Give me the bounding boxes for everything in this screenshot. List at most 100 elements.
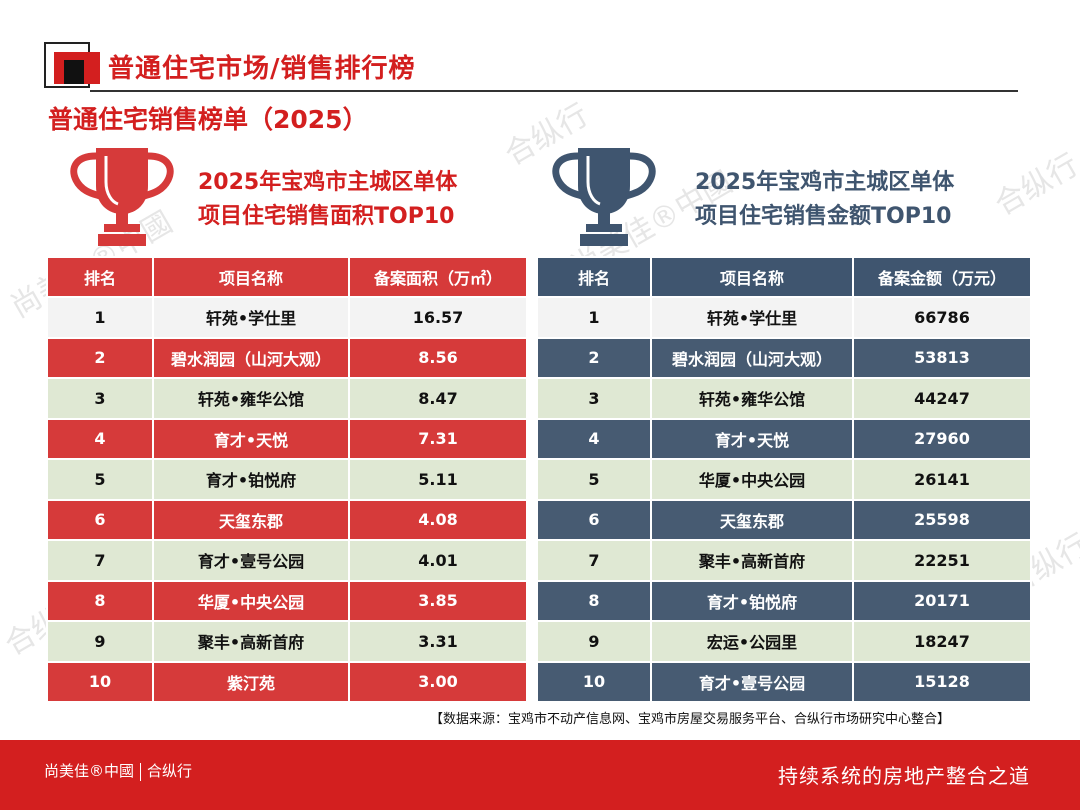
footer-logo-brand: 尚美佳®中國 bbox=[44, 762, 135, 780]
cell-value: 25598 bbox=[852, 498, 1032, 541]
left-panel-title: 2025年宝鸡市主城区单体 项目住宅销售面积TOP10 bbox=[198, 166, 528, 234]
table-row: 1 轩苑•学仕里 16.57 bbox=[46, 296, 528, 339]
cell-rank: 7 bbox=[536, 539, 652, 582]
cell-name: 轩苑•雍华公馆 bbox=[152, 377, 350, 420]
cell-name: 轩苑•学仕里 bbox=[152, 296, 350, 339]
cell-rank: 7 bbox=[46, 539, 154, 582]
cell-rank: 5 bbox=[536, 458, 652, 501]
right-title-line1: 2025年宝鸡市主城区单体 bbox=[695, 170, 955, 195]
table-row: 10 紫汀苑 3.00 bbox=[46, 660, 528, 703]
column-header: 排名 bbox=[536, 256, 652, 298]
cell-rank: 8 bbox=[536, 579, 652, 622]
footer-slogan: 持续系统的房地产整合之道 bbox=[778, 764, 1030, 788]
table-row: 5 育才•铂悦府 5.11 bbox=[46, 458, 528, 501]
footer-logo-divider bbox=[140, 762, 142, 781]
area-ranking-table: 排名 项目名称 备案面积（万㎡） 1 轩苑•学仕里 16.57 2 碧水润园（山河大观）… bbox=[46, 256, 528, 703]
section-title: 普通住宅市场/销售排行榜 bbox=[108, 54, 416, 84]
cell-name: 育才•铂悦府 bbox=[650, 579, 854, 622]
cell-name: 天玺东郡 bbox=[650, 498, 854, 541]
cell-rank: 10 bbox=[536, 660, 652, 703]
table-row: 2 碧水润园（山河大观） 53813 bbox=[536, 336, 1032, 379]
cell-value: 22251 bbox=[852, 539, 1032, 582]
table-row: 2 碧水润园（山河大观） 8.56 bbox=[46, 336, 528, 379]
left-title-line1: 2025年宝鸡市主城区单体 bbox=[198, 170, 458, 195]
cell-rank: 1 bbox=[536, 296, 652, 339]
cell-rank: 10 bbox=[46, 660, 154, 703]
cell-value: 3.85 bbox=[348, 579, 528, 622]
cell-value: 8.56 bbox=[348, 336, 528, 379]
table-row: 8 育才•铂悦府 20171 bbox=[536, 579, 1032, 622]
column-header: 项目名称 bbox=[650, 256, 854, 298]
cell-value: 7.31 bbox=[348, 417, 528, 460]
cell-name: 育才•天悦 bbox=[650, 417, 854, 460]
data-source-note: 【数据来源：宝鸡市不动产信息网、宝鸡市房屋交易服务平台、合纵行市场研究中心整合】 bbox=[430, 712, 951, 727]
table-row: 6 天玺东郡 4.08 bbox=[46, 498, 528, 541]
cell-value: 8.47 bbox=[348, 377, 528, 420]
footer-logo: 尚美佳®中國 合纵行 bbox=[44, 760, 192, 781]
cell-value: 3.31 bbox=[348, 620, 528, 663]
table-row: 7 育才•壹号公园 4.01 bbox=[46, 539, 528, 582]
cell-rank: 4 bbox=[46, 417, 154, 460]
left-title-line2: 项目住宅销售面积TOP10 bbox=[198, 204, 455, 229]
table-row: 4 育才•天悦 7.31 bbox=[46, 417, 528, 460]
cell-name: 育才•壹号公园 bbox=[152, 539, 350, 582]
cell-rank: 6 bbox=[46, 498, 154, 541]
cell-value: 4.01 bbox=[348, 539, 528, 582]
column-header: 备案金额（万元） bbox=[852, 256, 1032, 298]
header-divider bbox=[90, 90, 1018, 92]
footer-bar bbox=[0, 740, 1080, 810]
table-row: 7 聚丰•高新首府 22251 bbox=[536, 539, 1032, 582]
table-row: 10 育才•壹号公园 15128 bbox=[536, 660, 1032, 703]
cell-value: 53813 bbox=[852, 336, 1032, 379]
cell-rank: 3 bbox=[536, 377, 652, 420]
table-row: 8 华厦•中央公园 3.85 bbox=[46, 579, 528, 622]
header-square-inner bbox=[64, 60, 84, 84]
table-row: 6 天玺东郡 25598 bbox=[536, 498, 1032, 541]
cell-rank: 4 bbox=[536, 417, 652, 460]
cell-name: 育才•天悦 bbox=[152, 417, 350, 460]
cell-value: 18247 bbox=[852, 620, 1032, 663]
table-header-row: 排名 项目名称 备案金额（万元） bbox=[536, 256, 1032, 298]
cell-name: 轩苑•学仕里 bbox=[650, 296, 854, 339]
cell-name: 碧水润园（山河大观） bbox=[650, 336, 854, 379]
cell-name: 碧水润园（山河大观） bbox=[152, 336, 350, 379]
cell-rank: 2 bbox=[536, 336, 652, 379]
cell-rank: 5 bbox=[46, 458, 154, 501]
cell-rank: 9 bbox=[46, 620, 154, 663]
footer-logo-partner: 合纵行 bbox=[147, 762, 193, 780]
table-row: 1 轩苑•学仕里 66786 bbox=[536, 296, 1032, 339]
trophy-icon bbox=[552, 148, 656, 246]
cell-value: 3.00 bbox=[348, 660, 528, 703]
cell-name: 华厦•中央公园 bbox=[152, 579, 350, 622]
cell-rank: 8 bbox=[46, 579, 154, 622]
cell-value: 15128 bbox=[852, 660, 1032, 703]
cell-name: 华厦•中央公园 bbox=[650, 458, 854, 501]
right-title-line2: 项目住宅销售金额TOP10 bbox=[695, 204, 952, 229]
column-header: 排名 bbox=[46, 256, 154, 298]
cell-name: 聚丰•高新首府 bbox=[650, 539, 854, 582]
cell-value: 27960 bbox=[852, 417, 1032, 460]
cell-value: 5.11 bbox=[348, 458, 528, 501]
table-row: 3 轩苑•雍华公馆 8.47 bbox=[46, 377, 528, 420]
cell-value: 16.57 bbox=[348, 296, 528, 339]
cell-name: 聚丰•高新首府 bbox=[152, 620, 350, 663]
cell-rank: 2 bbox=[46, 336, 154, 379]
table-row: 9 聚丰•高新首府 3.31 bbox=[46, 620, 528, 663]
table-row: 4 育才•天悦 27960 bbox=[536, 417, 1032, 460]
trophy-icon bbox=[70, 148, 174, 246]
table-row: 3 轩苑•雍华公馆 44247 bbox=[536, 377, 1032, 420]
cell-value: 20171 bbox=[852, 579, 1032, 622]
cell-name: 育才•壹号公园 bbox=[650, 660, 854, 703]
table-row: 9 宏运•公园里 18247 bbox=[536, 620, 1032, 663]
cell-name: 轩苑•雍华公馆 bbox=[650, 377, 854, 420]
cell-value: 26141 bbox=[852, 458, 1032, 501]
column-header: 备案面积（万㎡） bbox=[348, 256, 528, 298]
cell-value: 4.08 bbox=[348, 498, 528, 541]
cell-rank: 1 bbox=[46, 296, 154, 339]
cell-rank: 9 bbox=[536, 620, 652, 663]
column-header: 项目名称 bbox=[152, 256, 350, 298]
right-panel-title: 2025年宝鸡市主城区单体 项目住宅销售金额TOP10 bbox=[695, 166, 1035, 234]
amount-ranking-table: 排名 项目名称 备案金额（万元） 1 轩苑•学仕里 66786 2 碧水润园（山河大观）… bbox=[536, 256, 1032, 703]
cell-rank: 6 bbox=[536, 498, 652, 541]
cell-name: 宏运•公园里 bbox=[650, 620, 854, 663]
